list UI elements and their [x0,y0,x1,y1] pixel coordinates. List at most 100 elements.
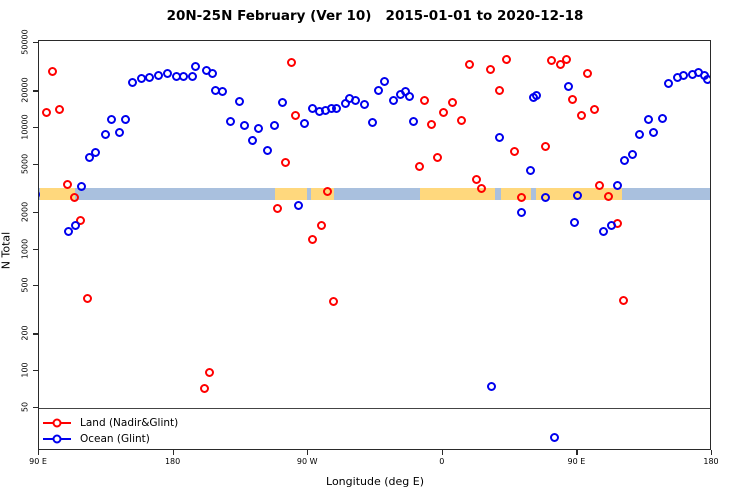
ocean-data-point [612,180,622,190]
land-data-point [439,107,449,117]
ocean-data-point [404,92,414,102]
y-tick-mark [33,370,38,372]
land-data-point [47,66,57,76]
land-data-point [576,111,586,121]
ocean-data-point [657,114,667,124]
ocean-data-point [360,100,370,110]
x-tick-mark [711,450,713,455]
ocean-data-point [644,115,654,125]
y-tick-mark [33,42,38,44]
x-tick-mark [172,450,174,455]
land-data-point [415,162,425,172]
ocean-data-point [678,70,688,80]
land-data-point [568,94,577,104]
land-data-point [273,204,283,213]
ocean-data-point [606,220,616,230]
land-data-point [547,55,557,65]
ocean-data-point [270,121,280,131]
ocean-data-point [218,87,228,97]
legend-marker-circle [52,418,62,428]
y-tick-mark [33,333,38,335]
land-data-point [464,60,474,70]
x-tick-label: 0 [439,457,445,466]
legend-marker-line [43,418,71,428]
ocean-data-point [517,208,527,218]
ocean-data-point [367,118,377,128]
land-data-point [582,69,592,79]
land-data-point [457,116,467,126]
y-tick-label: 100 [20,362,30,378]
y-tick-mark [33,285,38,287]
land-data-point [83,294,93,304]
ocean-data-point [162,69,172,79]
land-data-point [594,180,604,190]
ocean-data-point [240,121,250,131]
land-data-point [556,59,566,69]
y-tick-label: 50 [20,401,30,412]
ocean-data-point [494,133,504,143]
ocean-data-point [225,117,235,127]
ocean-data-point [153,71,163,81]
land-data-point [69,193,79,202]
ocean-data-point [188,71,198,81]
ocean-data-point [663,79,673,89]
ocean-data-point [627,150,637,160]
land-data-point [448,97,458,107]
land-data-point [328,297,338,307]
ocean-data-point [179,72,189,82]
reference-band-highlight [501,187,532,200]
x-tick-mark [307,450,309,455]
y-tick-label: 20000 [20,77,30,104]
ocean-data-point [373,85,383,95]
ocean-data-point [388,96,398,106]
legend-item: Land (Nadir&Glint) [43,415,178,431]
land-data-point [307,234,317,244]
ocean-data-point [294,200,304,210]
y-tick-label: 1000 [20,238,30,259]
land-data-point [562,55,572,65]
land-data-point [291,110,301,120]
y-tick-label: 10000 [20,114,30,140]
ocean-data-point [84,153,94,163]
ocean-data-point [120,115,130,125]
legend-marker-circle [52,434,62,444]
y-tick-label: 200 [20,325,30,342]
x-axis-title: Longitude (deg E) [326,475,424,488]
land-data-point [541,142,551,152]
land-data-point [502,54,512,64]
ocean-data-point [101,130,111,140]
ocean-data-point [351,96,361,106]
ocean-data-point [541,193,551,203]
land-data-point [509,146,519,156]
land-data-point [200,383,210,393]
y-axis-title: N Total [0,231,13,270]
ocean-data-point [253,123,263,133]
reference-band-highlight [420,187,496,200]
land-data-point [485,64,495,74]
chart-title: 20N-25N February (Ver 10) 2015-01-01 to … [166,8,584,24]
reference-band-highlight [40,187,75,200]
y-tick-mark [33,211,38,214]
land-data-point [62,180,72,190]
ocean-data-point [71,220,81,230]
y-tick-mark [33,90,38,92]
ocean-data-point [487,382,497,392]
y-tick-label: 50000 [20,29,30,55]
land-data-point [603,192,613,202]
x-tick-mark [576,450,578,455]
reference-line [39,407,710,409]
y-tick-label: 5000 [20,153,30,174]
reference-band [39,187,710,200]
land-data-point [419,96,429,106]
land-data-point [316,221,326,231]
ocean-data-point [572,191,582,201]
ocean-data-point [207,69,217,79]
ocean-data-point [234,97,244,107]
legend-marker-line [43,434,71,444]
ocean-data-point [107,115,117,125]
legend-item: Ocean (Glint) [43,431,178,447]
land-data-point [494,85,504,95]
ocean-data-point [526,165,536,175]
land-data-point [75,216,85,226]
